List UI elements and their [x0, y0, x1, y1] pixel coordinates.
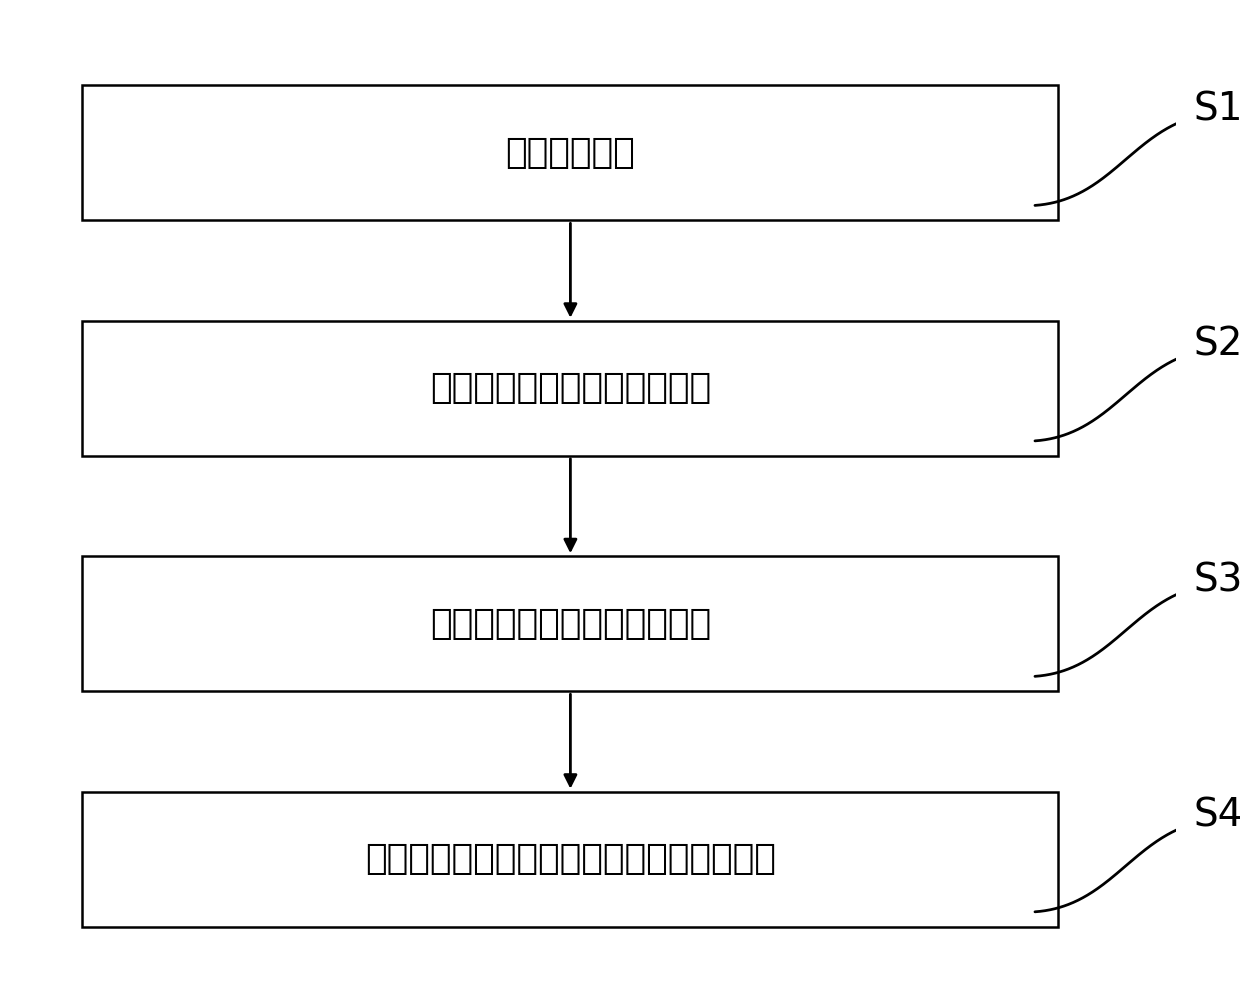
Bar [82, 556, 1059, 691]
Text: S2: S2 [1194, 326, 1240, 364]
Text: S3: S3 [1194, 561, 1240, 599]
Text: 提供基板本体: 提供基板本体 [506, 136, 635, 169]
Text: S1: S1 [1194, 90, 1240, 128]
Bar [82, 85, 1059, 220]
Text: 在所述基板本体上制备颜色转换层和电极层: 在所述基板本体上制备颜色转换层和电极层 [365, 843, 776, 876]
Bar [82, 792, 1059, 927]
Text: S4: S4 [1194, 797, 1240, 835]
Text: 在所述基板本体上制备彩膜层: 在所述基板本体上制备彩膜层 [430, 607, 711, 640]
Bar [82, 321, 1059, 456]
Text: 在所述基板本体上制备遮光层: 在所述基板本体上制备遮光层 [430, 372, 711, 405]
